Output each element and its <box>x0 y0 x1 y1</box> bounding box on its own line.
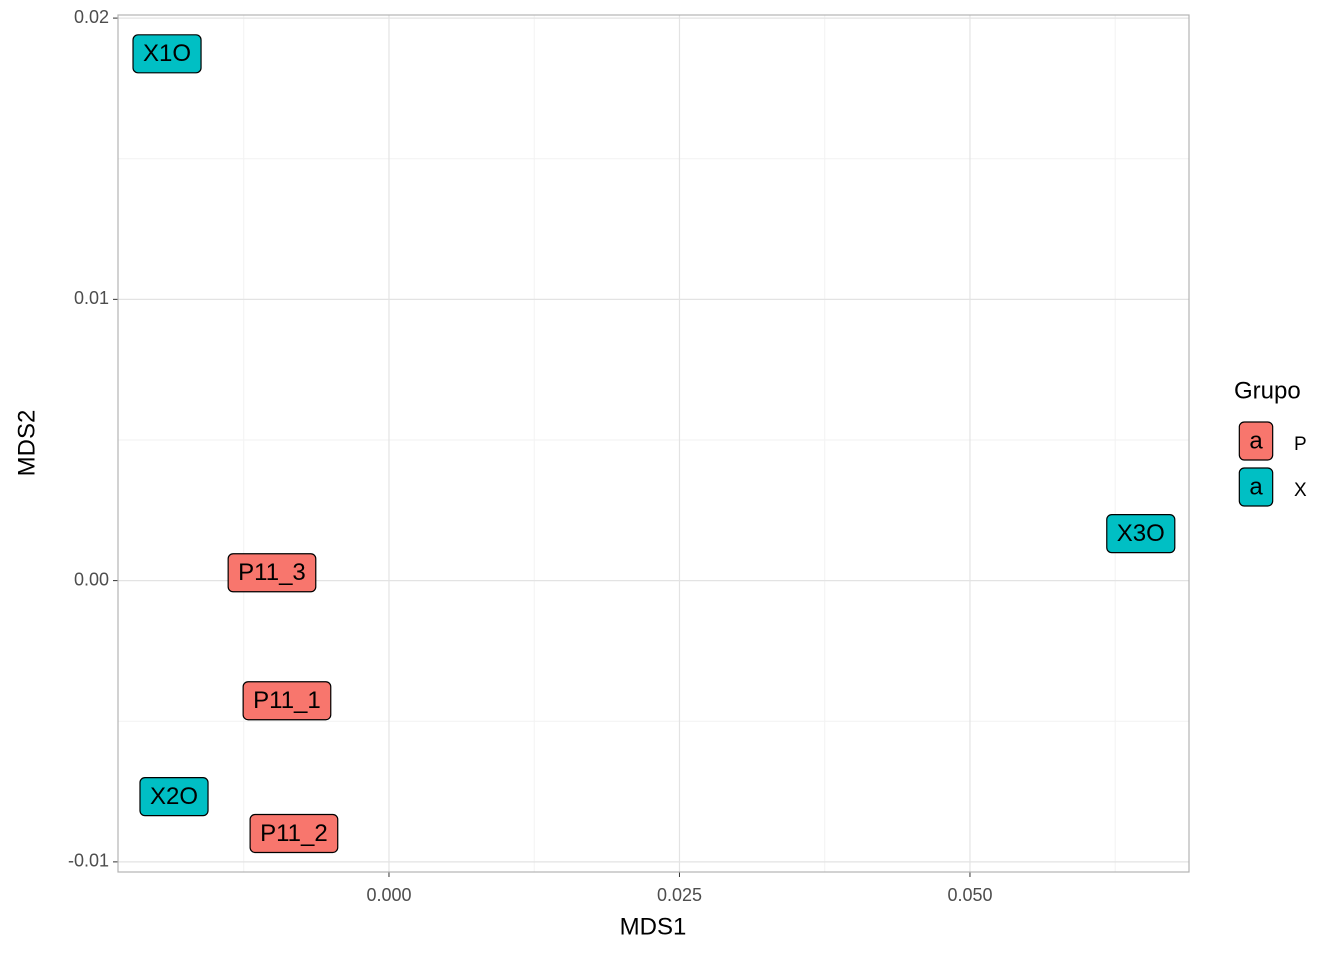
label-box <box>1106 514 1176 554</box>
label-text: P11_2 <box>260 820 328 847</box>
label-box <box>1238 421 1274 461</box>
legend-label: X <box>1294 480 1307 501</box>
point-label: P11_3 <box>227 553 317 593</box>
legend-title: Grupo <box>1234 377 1301 404</box>
legend-label: P <box>1294 434 1307 455</box>
point-label: a <box>1238 421 1274 461</box>
x-axis-title: MDS1 <box>620 913 687 940</box>
point-label: X2O <box>139 777 209 817</box>
point-label: P11_1 <box>242 681 332 721</box>
label-text: P11_3 <box>238 559 306 586</box>
label-text: a <box>1249 427 1263 454</box>
x-tick-label: 0.000 <box>366 885 411 905</box>
y-tick-label: 0.00 <box>74 569 109 589</box>
y-tick-label: 0.02 <box>74 7 109 27</box>
panel-border <box>117 14 1190 873</box>
point-label: P11_2 <box>249 813 339 854</box>
x-tick-label: 0.025 <box>657 885 702 905</box>
label-box <box>132 34 202 74</box>
point-label: X1O <box>132 34 202 74</box>
y-axis-title: MDS2 <box>13 410 40 477</box>
label-box <box>1238 467 1274 507</box>
label-text: X3O <box>1117 520 1165 547</box>
label-box <box>242 681 332 721</box>
label-text: a <box>1249 473 1263 500</box>
y-tick-label: 0.01 <box>74 288 109 308</box>
x-tick-label: 0.050 <box>947 885 992 905</box>
label-box <box>249 813 339 854</box>
label-text: X2O <box>150 783 198 810</box>
label-text: X1O <box>143 40 191 67</box>
point-label: X3O <box>1106 514 1176 554</box>
label-box <box>139 777 209 817</box>
point-label: a <box>1238 467 1274 507</box>
y-tick-label: -0.01 <box>68 851 109 871</box>
label-box <box>227 553 317 593</box>
label-text: P11_1 <box>253 687 321 714</box>
